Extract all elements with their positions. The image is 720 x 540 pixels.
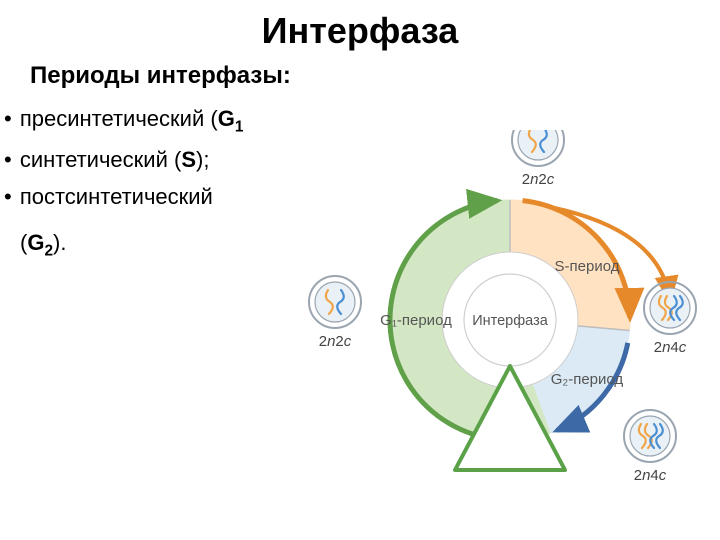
cell-g1-left-formula: 2n2c: [319, 333, 352, 350]
diagram-svg: Интерфаза G₁-период S-период G₂-период 2n2c 2…: [300, 130, 720, 510]
cell-g2-right: 2n4c: [624, 410, 676, 484]
period-item-s: синтетический (S);: [4, 141, 243, 178]
page-title: Интерфаза: [0, 10, 720, 52]
period-item-g2: постсинтетический: [4, 178, 243, 215]
cell-g1-top-formula: 2n2c: [522, 171, 555, 188]
periods-list: пресинтетический (G1 синтетический (S); …: [4, 100, 243, 215]
period-g1-text: пресинтетический (: [20, 106, 218, 131]
cell-g1-left: 2n2c: [309, 276, 361, 350]
interphase-diagram: Интерфаза G₁-период S-период G₂-период 2n2c 2…: [300, 130, 720, 510]
period-s-text: синтетический (: [20, 147, 181, 172]
period-s-sym: S: [181, 147, 196, 172]
g2-sym: G: [27, 230, 44, 255]
period-item-g1: пресинтетический (G1: [4, 100, 243, 141]
g2-close: ).: [53, 230, 66, 255]
cell-s-right-formula: 2n4c: [654, 339, 687, 356]
g2-sub: 2: [44, 242, 53, 259]
period-s-post: );: [196, 147, 209, 172]
period-g2-text: постсинтетический: [20, 184, 213, 209]
subtitle: Периоды интерфазы:: [30, 62, 291, 90]
cell-s-right: 2n4c: [644, 282, 696, 356]
center-label: Интерфаза: [472, 313, 549, 329]
period-g1-sym: G: [218, 106, 235, 131]
label-g1: G₁-период: [380, 312, 452, 329]
label-g2: G₂-период: [551, 371, 624, 388]
period-g1-sub: 1: [235, 118, 244, 135]
cell-g1-top: 2n2c: [512, 130, 564, 188]
period-g2-line: (G2).: [20, 230, 66, 260]
cell-g2-right-formula: 2n4c: [634, 467, 667, 484]
label-s: S-период: [555, 258, 620, 275]
